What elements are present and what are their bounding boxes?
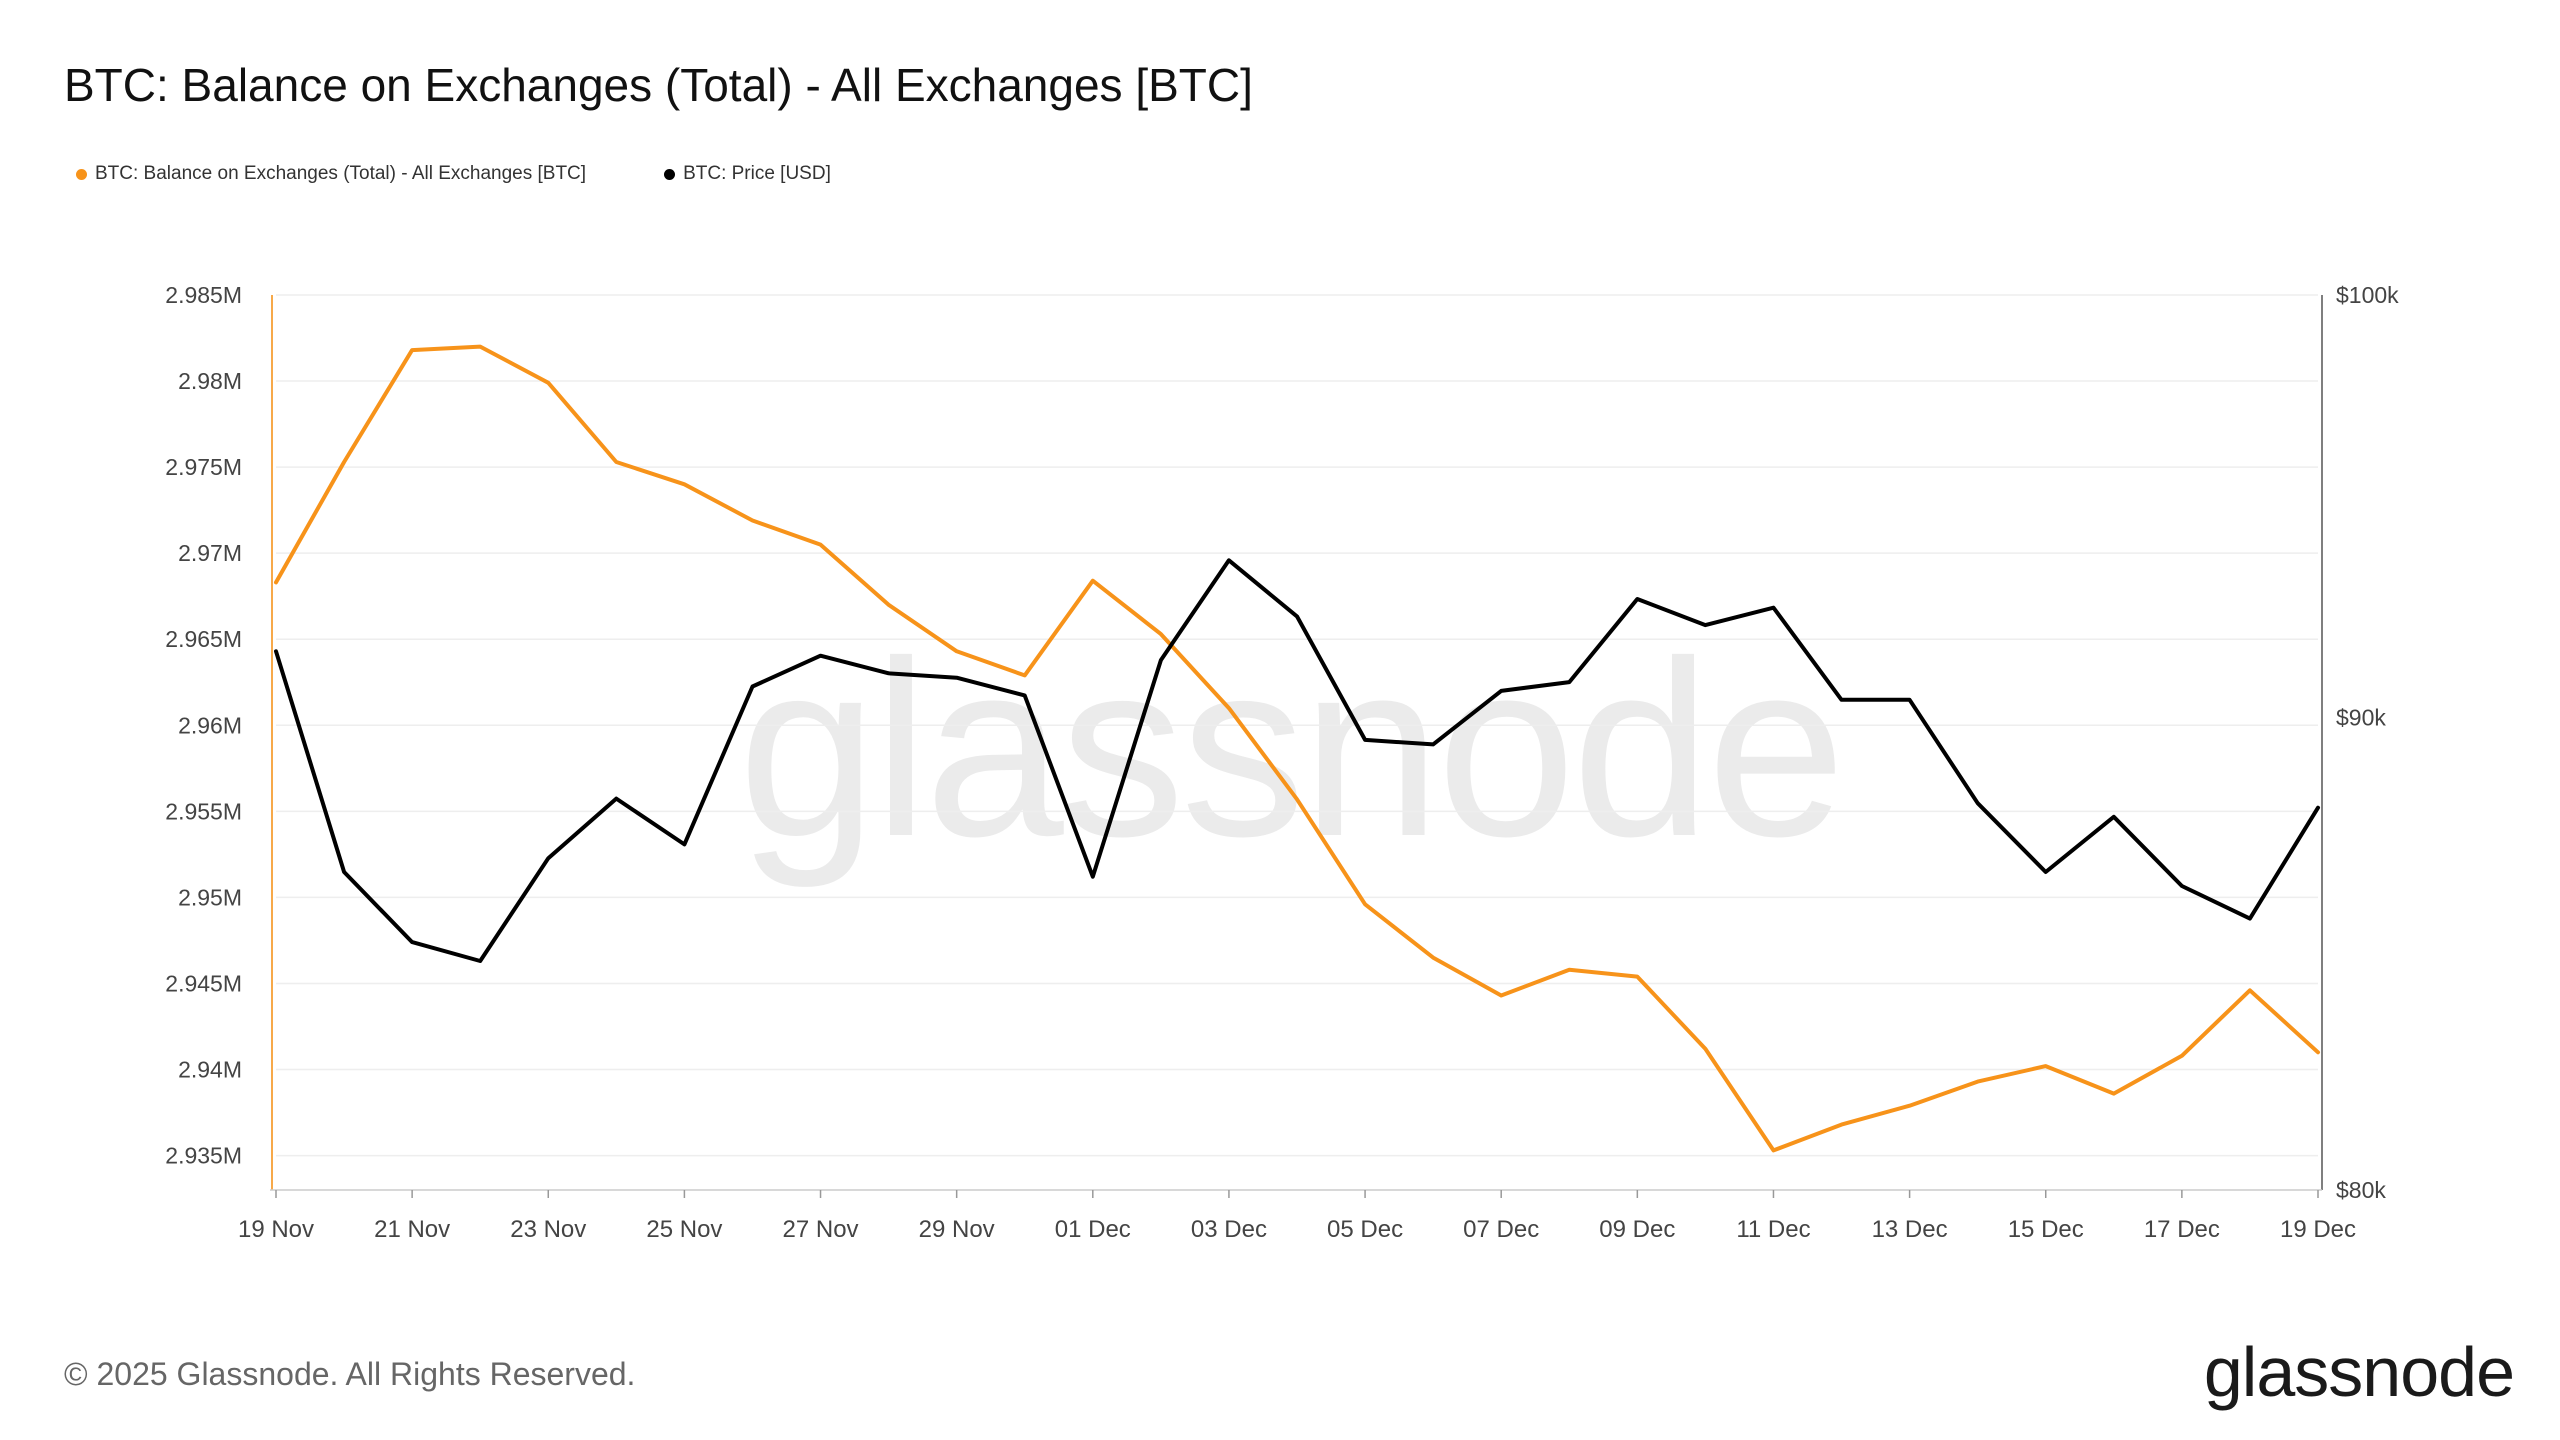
y-left-tick-label: 2.945M [165,970,242,996]
footer-copyright: © 2025 Glassnode. All Rights Reserved. [64,1356,636,1392]
series-line-balance [274,344,2320,1153]
x-tick-label: 25 Nov [646,1216,722,1243]
series-line-price [274,558,2320,963]
x-tick-label: 15 Dec [2008,1216,2084,1243]
x-tick-label: 23 Nov [510,1216,586,1243]
x-tick-label: 17 Dec [2144,1216,2220,1243]
x-tick-label: 27 Nov [783,1216,859,1243]
chart-plot: glassnode 2.935M2.94M2.945M2.95M2.955M2.… [165,282,2399,1243]
y-left-tick-label: 2.955M [165,798,242,824]
x-tick-label: 09 Dec [1599,1216,1675,1243]
y-left-tick-label: 2.965M [165,626,242,652]
watermark-text: glassnode [738,609,1842,888]
legend-item-balance[interactable]: BTC: Balance on Exchanges (Total) - All … [76,163,586,185]
axes: 2.935M 2.94M 2.945M 2.95M 2.955M 2.96M 2.965M 2… [165,282,2399,1243]
x-tick-label: 05 Dec [1327,1216,1403,1243]
x-tick-label: 07 Dec [1463,1216,1539,1243]
footer-brand-logo: glassnode [2203,1333,2515,1411]
legend-label-balance: BTC: Balance on Exchanges (Total) - All … [95,163,587,184]
legend-item-price[interactable]: BTC: Price [USD] [664,163,831,185]
y-left-tick-label: 2.96M [178,712,242,738]
x-tick-label: 19 Nov [238,1216,314,1243]
y-left-tick-label: 2.94M [178,1057,242,1083]
x-tick-label: 01 Dec [1055,1216,1131,1243]
chart-title: BTC: Balance on Exchanges (Total) - All … [64,59,1253,111]
x-tick-label: 03 Dec [1191,1216,1267,1243]
y-left-tick-label: 2.98M [178,368,242,394]
grid-lines [276,294,2318,1157]
y-left-tick-label: 2.97M [178,540,242,566]
x-tick-label: 13 Dec [1872,1216,1948,1243]
y-right-tick-label: $90k [2336,705,2386,731]
y-left-tick-label: 2.935M [165,1143,242,1169]
x-tick-label: 21 Nov [374,1216,450,1243]
y-left-tick-label: 2.975M [165,454,242,480]
x-tick-label: 11 Dec [1736,1216,1810,1243]
series-lines [274,344,2320,1153]
chart-legend: BTC: Balance on Exchanges (Total) - All … [76,163,909,185]
y-right-tick-label: $100k [2336,282,2399,308]
legend-dot-balance [76,168,87,180]
y-right-tick-label: $80k [2336,1177,2386,1203]
x-tick-label: 29 Nov [919,1216,995,1243]
y-left-tick-label: 2.985M [165,282,242,308]
x-tick-label: 19 Dec [2280,1216,2356,1243]
legend-label-price: BTC: Price [USD] [683,163,831,184]
y-left-tick-label: 2.95M [178,884,242,910]
legend-dot-price [664,168,676,180]
